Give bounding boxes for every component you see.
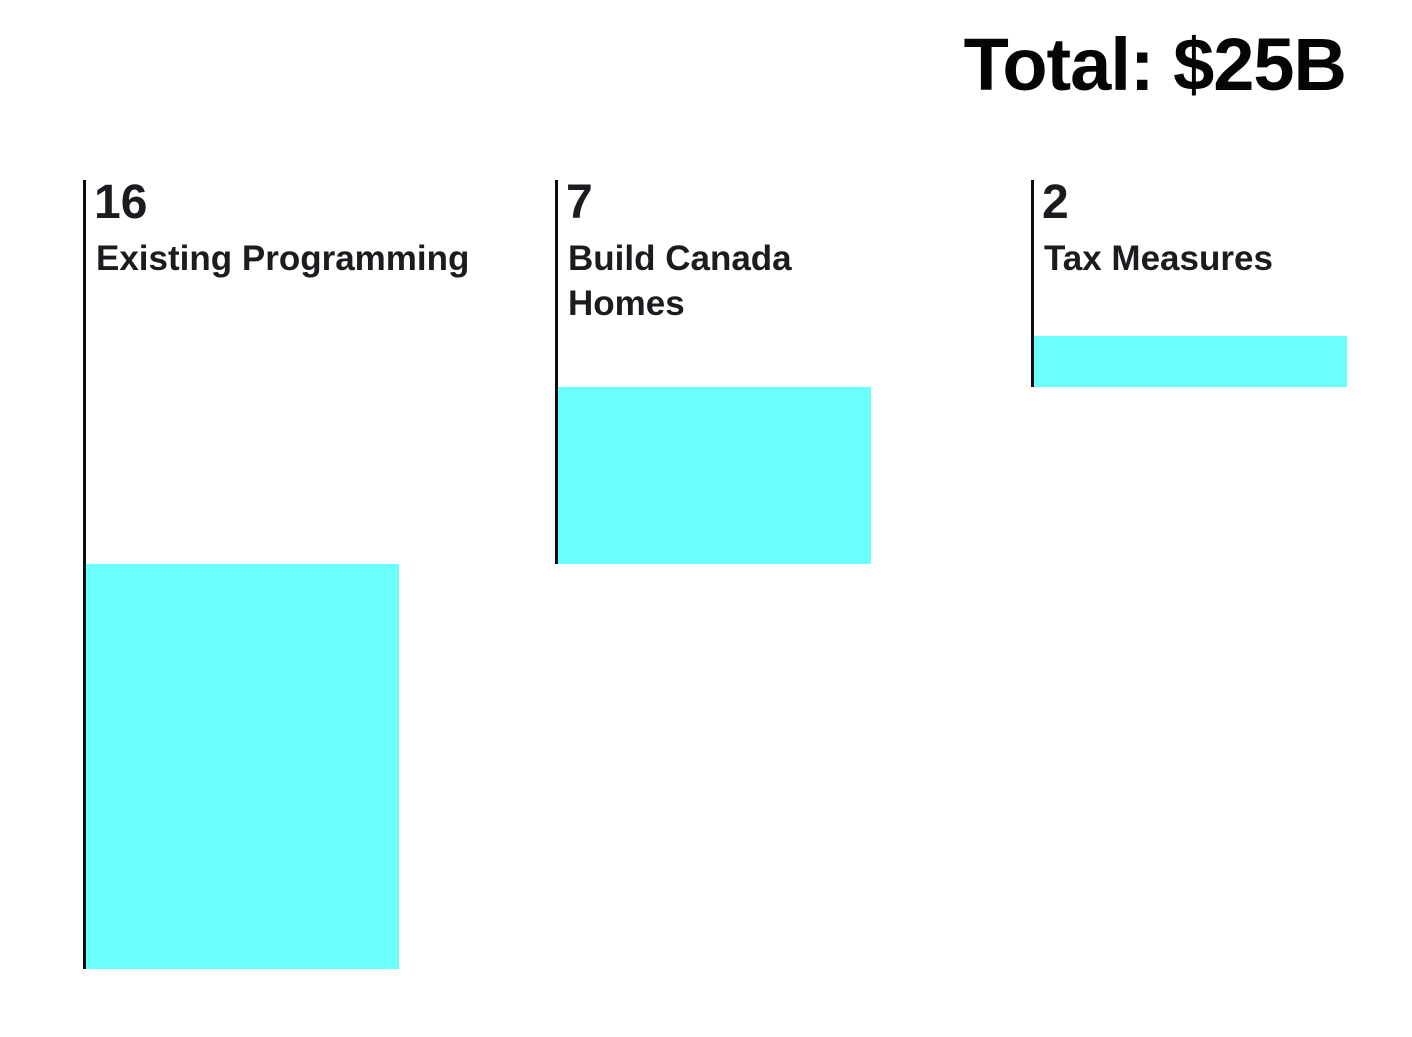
waterfall-segment-tax-measures: 2 Tax Measures [1031, 176, 1347, 387]
segment-bar [86, 564, 399, 969]
segment-value: 2 [1042, 176, 1069, 229]
segment-axis-line [1031, 180, 1034, 387]
segment-axis-line [83, 180, 86, 969]
segment-value: 7 [566, 176, 593, 229]
chart-title: Total: $25B [963, 23, 1347, 106]
segment-bar [1034, 336, 1347, 387]
segment-axis-line [555, 180, 558, 564]
waterfall-segment-existing-programming: 16 Existing Programming [83, 176, 469, 969]
waterfall-segment-build-canada-homes: 7 Build Canada Homes [555, 176, 871, 564]
segment-label: Build Canada Homes [568, 239, 792, 324]
segment-label: Existing Programming [96, 239, 470, 278]
segment-value: 16 [94, 176, 148, 229]
segment-label: Tax Measures [1044, 239, 1273, 278]
segment-bar [558, 387, 871, 564]
